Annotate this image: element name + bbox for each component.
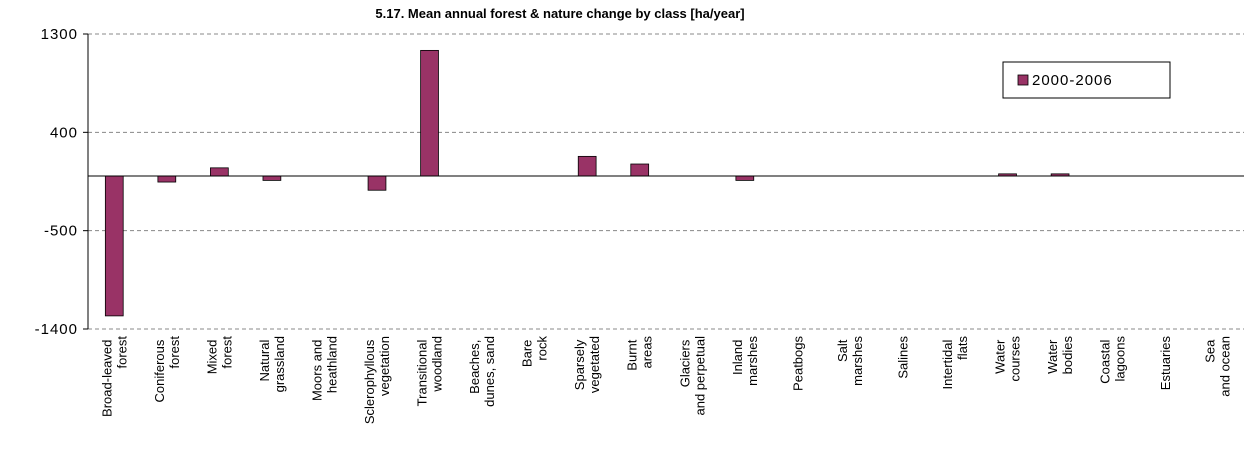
x-tick-label: Mixed forest <box>204 336 234 375</box>
x-tick-label: Inland marshes <box>730 336 760 386</box>
x-tick-label: Bare rock <box>520 336 550 368</box>
x-tick-label: Sparsely vegetated <box>572 336 602 393</box>
bar <box>630 163 650 177</box>
x-tick-label: Estuaries <box>1158 336 1173 391</box>
x-tick-label: Broad-leaved forest <box>99 336 129 417</box>
legend-label: 2000-2006 <box>1032 72 1113 89</box>
bar <box>210 167 229 177</box>
chart-title: 5.17. Mean annual forest & nature change… <box>375 6 744 21</box>
bar <box>420 49 439 177</box>
x-tick-label: Sclerophyllous vegetation <box>362 336 392 424</box>
x-tick-label: Coniferous forest <box>152 336 182 403</box>
bar <box>157 175 177 183</box>
x-tick-label: Salines <box>895 336 910 379</box>
x-tick-label: Burnt areas <box>625 336 655 371</box>
bar <box>262 175 282 181</box>
x-tick-label: Transitional woodland <box>415 336 445 406</box>
y-tick-label: 400 <box>50 124 78 141</box>
x-tick-label: Salt marshes <box>835 336 865 386</box>
x-tick-label: Beaches, dunes, sand <box>467 336 497 407</box>
legend-swatch <box>1017 74 1029 86</box>
legend-box <box>1002 61 1171 99</box>
y-tick-label: -500 <box>44 223 78 240</box>
bar <box>367 175 387 191</box>
x-tick-label: Intertidal flats <box>940 336 970 390</box>
bar <box>104 175 124 317</box>
x-tick-label: Sea and ocean <box>1203 336 1233 397</box>
x-tick-label: Coastal lagoons <box>1098 336 1128 384</box>
x-tick-label: Natural grassland <box>257 336 287 392</box>
x-tick-label: Moors and heathland <box>309 336 339 401</box>
y-tick-label: -1400 <box>35 321 78 338</box>
x-tick-label: Water bodies <box>1045 336 1075 375</box>
bar <box>735 175 755 181</box>
x-tick-label: Water courses <box>993 336 1023 382</box>
x-tick-label: Glaciers and perpetual <box>677 336 707 416</box>
x-tick-label: Peatbogs <box>790 336 805 391</box>
bar <box>577 155 597 177</box>
y-tick-label: 1300 <box>41 26 78 43</box>
